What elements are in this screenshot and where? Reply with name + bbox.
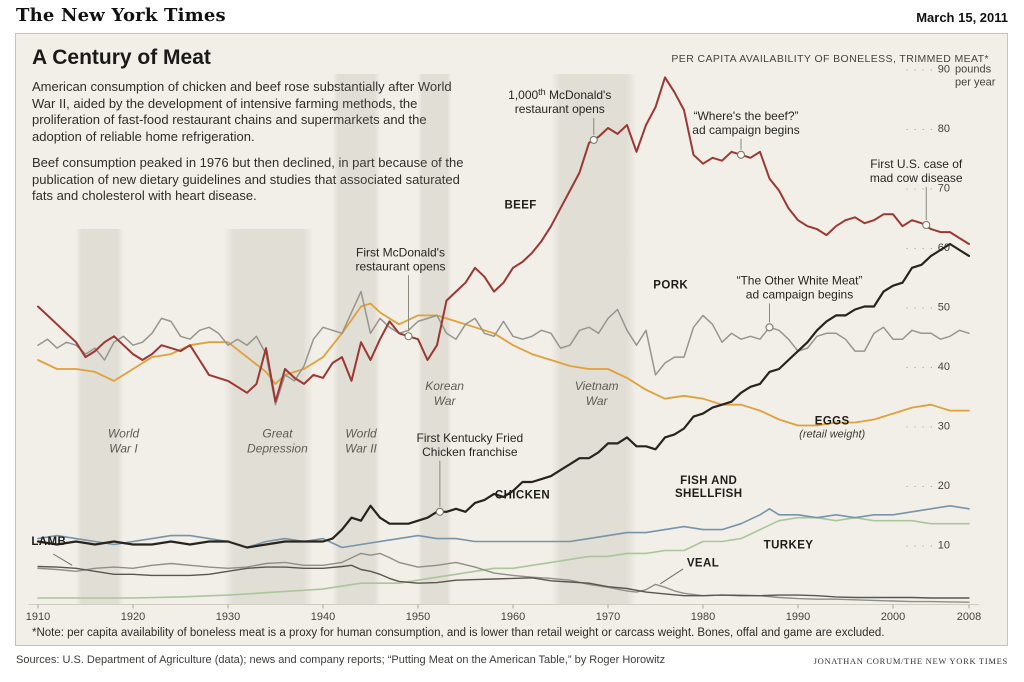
era-band: [223, 229, 314, 604]
y-tick-label: · · · · 10: [905, 540, 950, 552]
label-connector: [660, 568, 684, 585]
intro-paragraph-1: American consumption of chicken and beef…: [32, 79, 452, 144]
series-label: TURKEY: [764, 540, 814, 552]
annotation-text: First Kentucky Fried Chicken franchise: [416, 431, 523, 459]
x-tick-label: 1970: [596, 611, 620, 623]
annotation-dot: [435, 507, 444, 516]
annotation-text: 1,000th McDonald's restaurant opens: [508, 87, 611, 116]
series-label: VEAL: [687, 558, 719, 570]
x-tick-label: 1940: [311, 611, 335, 623]
y-tick-label: · · · · 80: [905, 123, 950, 135]
annotation-text: First McDonald's restaurant opens: [355, 245, 445, 273]
x-tick-label: 1980: [691, 611, 715, 623]
date-label: March 15, 2011: [916, 10, 1008, 25]
x-tick-label: 1990: [786, 611, 810, 623]
era-band-label: Korean War: [425, 379, 464, 408]
annotation-text: “The Other White Meat” ad campaign begins: [736, 273, 862, 301]
annotation-dot: [589, 135, 598, 144]
series-label: PORK: [653, 280, 688, 292]
annotation-dot: [404, 332, 413, 341]
y-tick-label: · · · · 90: [905, 64, 950, 76]
x-tick-label: 1960: [501, 611, 525, 623]
y-tick-label: · · · · 30: [905, 421, 950, 433]
y-tick-label: · · · · 20: [905, 480, 950, 492]
era-band: [76, 229, 124, 604]
series-label: LAMB: [31, 536, 66, 548]
era-band: [332, 74, 380, 604]
annotation-text: “Where's the beef?” ad campaign begins: [692, 109, 799, 137]
y-tick-label: · · · · 70: [905, 183, 950, 195]
era-band: [418, 74, 452, 604]
series-line-chicken: [36, 242, 971, 549]
chart-plot: World War I Great Depression World War II Kore…: [26, 64, 996, 624]
x-tick-label: 1920: [121, 611, 145, 623]
series-label: EGGS (retail weight): [799, 415, 865, 440]
label-connector: [52, 553, 73, 566]
credit-line: JONATHAN CORUM/THE NEW YORK TIMES: [813, 656, 1008, 666]
series-label: CHICKEN: [495, 490, 550, 502]
chart-panel: A Century of Meat PER CAPITA AVAILABILIT…: [15, 33, 1008, 646]
series-line-beef: [37, 76, 970, 403]
series-line-veal: [37, 552, 970, 603]
y-axis-unit: per year: [955, 77, 996, 89]
y-tick-label: · · · · 40: [905, 361, 950, 373]
era-band-label: Great Depression: [247, 426, 308, 455]
x-tick-label: 1950: [406, 611, 430, 623]
annotation-dot: [736, 150, 746, 159]
x-tick-label: 1930: [216, 611, 240, 623]
era-band: [551, 74, 637, 604]
y-tick-label: · · · · 50: [905, 302, 950, 314]
annotation-dot: [765, 323, 774, 332]
series-line-turkey: [37, 516, 970, 599]
chart-footnote: *Note: per capita availability of bonele…: [32, 627, 885, 639]
x-tick-label: 2008: [957, 611, 981, 623]
annotation-text: First U.S. case of mad cow disease: [870, 157, 963, 185]
x-tick-label: 1910: [26, 611, 50, 623]
nyt-logo: The New York Times: [16, 5, 226, 26]
series-label: FISH AND SHELLFISH: [675, 475, 743, 500]
page-title: A Century of Meat: [32, 46, 211, 69]
sources-line: Sources: U.S. Department of Agriculture …: [16, 654, 666, 666]
era-band-label: World War I: [108, 426, 140, 455]
era-band-label: World War II: [345, 426, 377, 455]
era-band-label: Vietnam War: [575, 379, 619, 408]
x-tick-label: 2000: [881, 611, 905, 623]
series-line-pork: [37, 290, 970, 406]
series-label: BEEF: [504, 199, 536, 211]
y-axis-unit: pounds: [955, 64, 992, 76]
series-line-fish: [37, 504, 970, 549]
series-line-lamb: [37, 564, 970, 599]
series-line-eggs: [37, 302, 970, 427]
axis-title: PER CAPITA AVAILABILITY OF BONELESS, TRI…: [671, 53, 989, 65]
annotation-dot: [922, 220, 931, 230]
